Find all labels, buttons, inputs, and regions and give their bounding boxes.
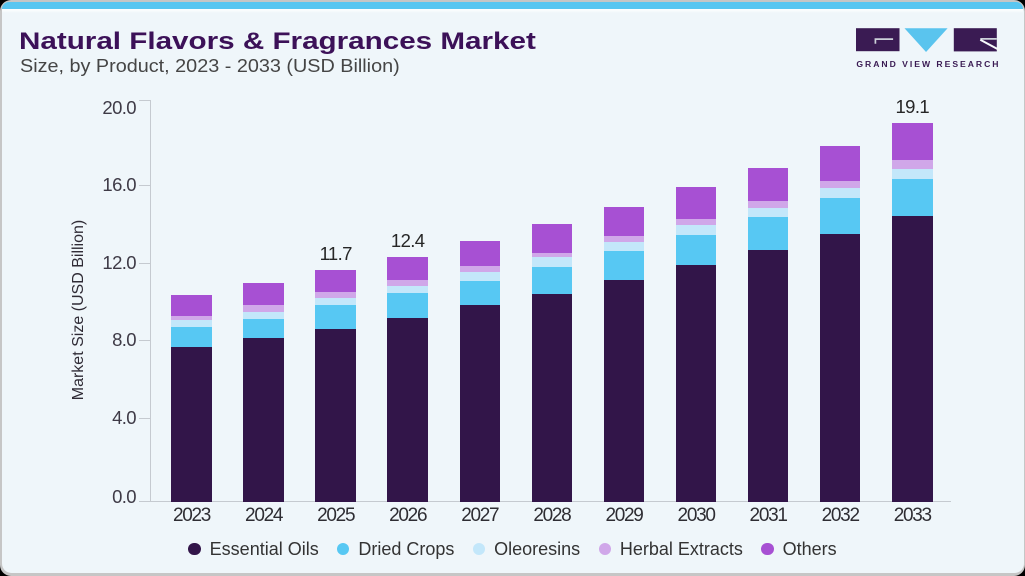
svg-text:GRAND VIEW RESEARCH: GRAND VIEW RESEARCH	[856, 59, 1000, 69]
